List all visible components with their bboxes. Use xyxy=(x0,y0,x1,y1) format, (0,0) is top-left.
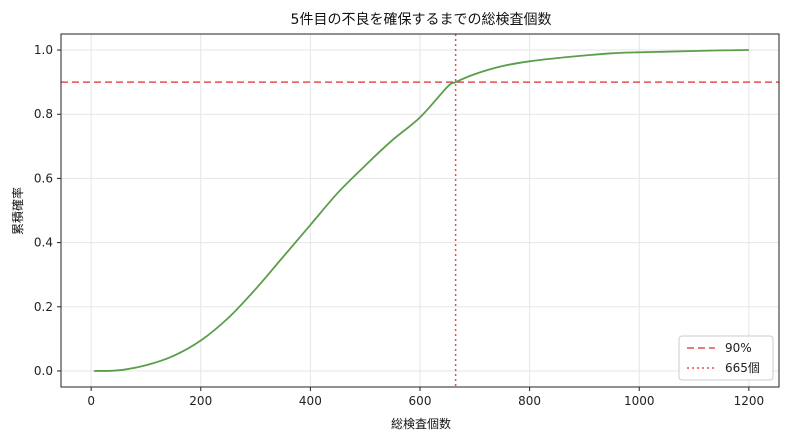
legend-box xyxy=(678,335,774,381)
x-tick-label: 600 xyxy=(409,394,432,408)
x-tick-label: 800 xyxy=(518,394,541,408)
x-tick-label: 1000 xyxy=(624,394,655,408)
x-tick-label: 200 xyxy=(189,394,212,408)
x-tick-label: 400 xyxy=(299,394,322,408)
y-tick-label: 1.0 xyxy=(34,43,53,57)
reference-lines xyxy=(61,34,779,387)
cumulative-probability-line xyxy=(93,49,749,372)
y-tick-label: 0.0 xyxy=(34,364,53,378)
x-axis-ticks: 0 200 400 600 800 1000 1200 xyxy=(87,387,764,408)
y-tick-label: 0.6 xyxy=(34,171,53,185)
legend-label: 665個 xyxy=(725,361,760,375)
legend: 90% 665個 xyxy=(678,335,774,381)
y-tick-label: 0.8 xyxy=(34,107,53,121)
y-axis-label: 累積確率 xyxy=(10,187,25,235)
legend-label: 90% xyxy=(725,341,752,355)
chart-title: 5件目の不良を確保するまでの総検査個数 xyxy=(291,12,552,28)
x-tick-label: 1200 xyxy=(734,394,765,408)
grid xyxy=(61,34,779,387)
series-group xyxy=(93,49,749,372)
x-axis-label: 総検査個数 xyxy=(391,416,451,431)
x-tick-label: 0 xyxy=(87,394,95,408)
y-tick-label: 0.2 xyxy=(34,300,53,314)
y-tick-label: 0.4 xyxy=(34,236,53,250)
y-axis-ticks: 0.0 0.2 0.4 0.6 0.8 1.0 xyxy=(34,43,61,378)
